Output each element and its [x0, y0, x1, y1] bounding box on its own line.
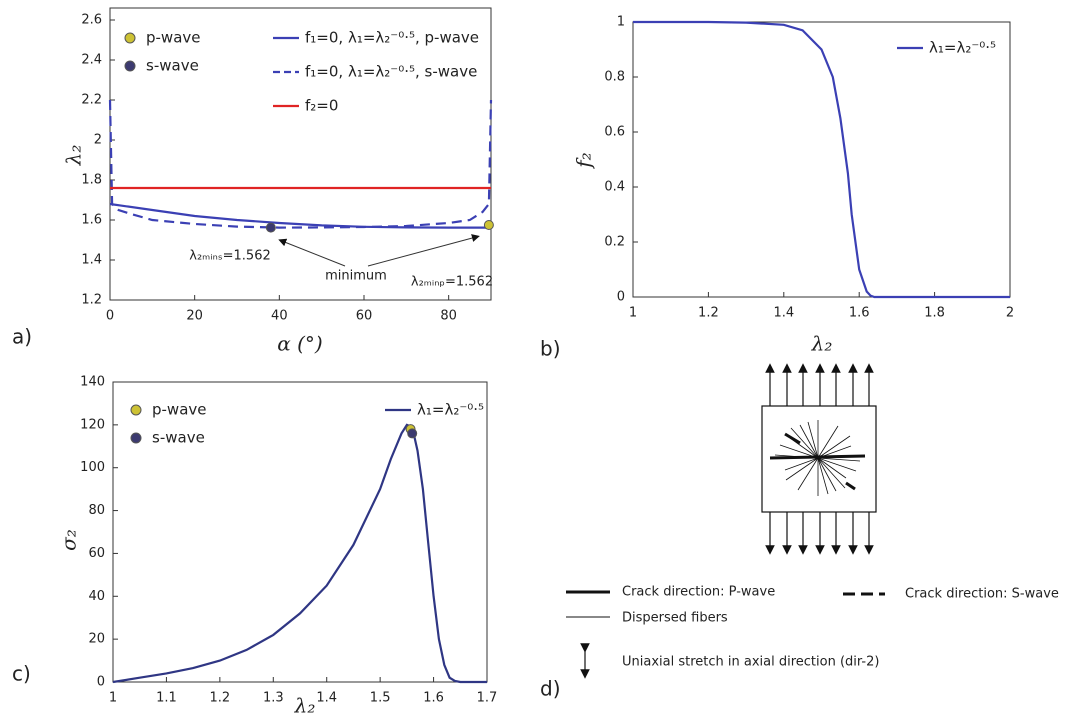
panel-label: d) — [540, 677, 561, 701]
legend-text: Dispersed fibers — [622, 611, 728, 626]
x-tick-label: 60 — [356, 309, 373, 324]
legend-text: Crack direction: S-wave — [905, 587, 1059, 602]
y-axis-label: σ₂ — [57, 529, 81, 551]
legend-label: f₁=0, λ₁=λ₂⁻⁰·⁵, p-wave — [305, 29, 479, 47]
panel-label: b) — [540, 337, 561, 361]
y-tick-label: 40 — [88, 589, 105, 604]
y-tick-label: 0.4 — [604, 180, 625, 195]
annotation: λ₂ₘᵢₙₛ=1.562 — [189, 249, 270, 264]
legend-marker — [130, 432, 142, 444]
x-tick-label: 1.5 — [370, 691, 391, 706]
y-tick-label: 1.8 — [81, 173, 102, 188]
y-tick-label: 0.6 — [604, 125, 625, 140]
series-line — [633, 20, 1010, 299]
legend-text: Crack direction: P-wave — [622, 585, 775, 600]
y-tick-label: 1.2 — [81, 293, 102, 308]
legend-label: f₂=0 — [305, 97, 338, 115]
annotation-arrow — [367, 234, 480, 267]
y-tick-label: 120 — [80, 417, 105, 432]
legend-label: s-wave — [146, 57, 199, 75]
y-tick-label: 1 — [617, 15, 625, 30]
x-tick-label: 1.8 — [924, 306, 945, 321]
x-axis-label: λ₂ — [811, 332, 833, 356]
x-tick-label: 1.3 — [263, 691, 284, 706]
legend-label: p-wave — [152, 401, 207, 419]
y-tick-label: 0 — [97, 675, 105, 690]
x-tick-label: 1.6 — [423, 691, 444, 706]
x-tick-label: 1.2 — [698, 306, 719, 321]
specimen-box — [761, 405, 877, 513]
y-axis-label: λ₂ — [62, 145, 86, 167]
annotation: λ₂ₘᵢₙₚ=1.562 — [411, 275, 493, 290]
point — [407, 428, 418, 439]
y-axis-label: f₂ — [572, 152, 596, 169]
x-axis-label: λ₂ — [294, 694, 316, 718]
x-tick-label: 1.2 — [210, 691, 231, 706]
y-tick-label: 20 — [88, 632, 105, 647]
x-tick-label: 1.7 — [477, 691, 498, 706]
diagram-d — [566, 363, 885, 679]
x-tick-label: 1.6 — [849, 306, 870, 321]
y-tick-label: 80 — [88, 503, 105, 518]
legend-label: λ₁=λ₂⁻⁰·⁵ — [929, 39, 996, 57]
y-tick-label: 0 — [617, 290, 625, 305]
s-crack — [784, 432, 801, 445]
plot-area — [632, 21, 1011, 298]
y-tick-label: 140 — [80, 375, 105, 390]
point — [265, 222, 276, 233]
x-tick-label: 1.1 — [156, 691, 177, 706]
legend-text: Uniaxial stretch in axial direction (dir… — [622, 655, 879, 670]
plot-area — [109, 7, 492, 301]
y-tick-label: 0.2 — [604, 235, 625, 250]
x-tick-label: 40 — [271, 309, 288, 324]
y-tick-label: 2.6 — [81, 13, 102, 28]
y-tick-label: 60 — [88, 546, 105, 561]
s-crack — [845, 481, 856, 491]
y-tick-label: 1.4 — [81, 253, 102, 268]
x-tick-label: 0 — [106, 309, 114, 324]
panel-label: c) — [12, 662, 31, 686]
y-tick-label: 1.6 — [81, 213, 102, 228]
x-tick-label: 80 — [440, 309, 457, 324]
x-tick-label: 1.4 — [773, 306, 794, 321]
legend-label: s-wave — [152, 429, 205, 447]
x-tick-label: 20 — [186, 309, 203, 324]
x-axis-label: α (°) — [277, 332, 322, 356]
legend-label: λ₁=λ₂⁻⁰·⁵ — [417, 401, 484, 419]
y-tick-label: 2.2 — [81, 93, 102, 108]
x-tick-label: 1 — [629, 306, 637, 321]
plot-area — [112, 381, 488, 683]
annotation: minimum — [325, 269, 387, 284]
y-tick-label: 2.4 — [81, 53, 102, 68]
y-tick-label: 2 — [94, 133, 102, 148]
x-tick-label: 2 — [1006, 306, 1014, 321]
legend-label: p-wave — [146, 29, 201, 47]
legend-label: f₁=0, λ₁=λ₂⁻⁰·⁵, s-wave — [305, 63, 477, 81]
p-crack — [769, 454, 866, 460]
legend-marker — [124, 32, 136, 44]
x-tick-label: 1.4 — [316, 691, 337, 706]
point — [483, 220, 494, 230]
y-tick-label: 0.8 — [604, 70, 625, 85]
series-line — [112, 423, 487, 684]
stretch-arrows — [765, 363, 874, 555]
legend-marker — [130, 404, 142, 416]
y-tick-label: 100 — [80, 460, 105, 475]
x-tick-label: 1 — [109, 691, 117, 706]
series-line — [108, 99, 493, 229]
annotation-arrow — [278, 238, 346, 267]
panel-label: a) — [12, 325, 32, 349]
legend-marker — [124, 60, 136, 72]
series-line — [109, 202, 491, 229]
